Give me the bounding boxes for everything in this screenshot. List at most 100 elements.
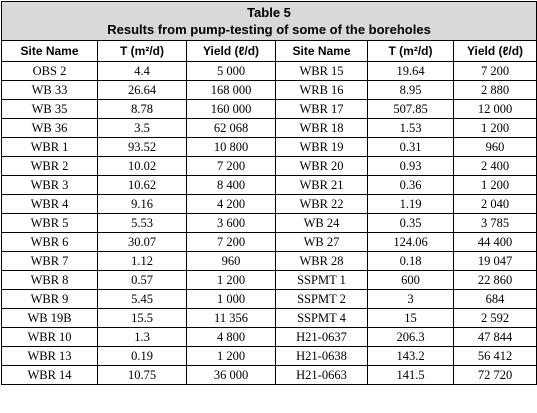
cell-site-name: SSPMT 1	[275, 270, 368, 290]
cell-t: 15.5	[97, 308, 187, 328]
cell-yield: 4 800	[186, 327, 276, 347]
cell-t: 0.93	[367, 156, 454, 176]
cell-site-name: WRB 16	[275, 80, 368, 100]
cell-t: 0.31	[367, 137, 454, 157]
cell-t: 143.2	[367, 346, 454, 366]
cell-yield: 44 400	[452, 232, 537, 252]
cell-site-name: WBR 14	[1, 365, 98, 385]
cell-site-name: WBR 22	[275, 194, 368, 214]
cell-t: 1.3	[97, 327, 187, 347]
cell-yield: 1 000	[186, 289, 276, 309]
cell-site-name: WBR 2	[1, 156, 98, 176]
cell-t: 8.95	[367, 80, 454, 100]
table-row: OBS 2 4.4 5 000 WBR 15 19.64 7 200	[1, 61, 537, 81]
cell-site-name: WB 24	[275, 213, 368, 233]
cell-site-name: WBR 21	[275, 175, 368, 195]
cell-site-name: WBR 17	[275, 99, 368, 119]
cell-site-name: H21-0663	[275, 365, 368, 385]
cell-yield: 5 000	[186, 61, 276, 81]
table-row: WBR 8 0.57 1 200 SSPMT 1 600 22 860	[1, 270, 537, 290]
cell-t: 26.64	[97, 80, 187, 100]
cell-yield: 3 785	[452, 213, 537, 233]
table-row: WBR 10 1.3 4 800 H21-0637 206.3 47 844	[1, 327, 537, 347]
cell-site-name: WB 19B	[1, 308, 98, 328]
cell-yield: 3 600	[186, 213, 276, 233]
cell-t: 8.78	[97, 99, 187, 119]
table-subtitle: Results from pump-testing of some of the…	[107, 22, 431, 37]
cell-yield: 4 200	[186, 194, 276, 214]
document: Table 5 Results from pump-testing of som…	[0, 1, 537, 385]
cell-site-name: WB 27	[275, 232, 368, 252]
table-header-row: Site Name T (m²/d) Yield (ℓ/d) Site Name…	[1, 40, 537, 62]
cell-yield: 1 200	[452, 118, 537, 138]
cell-t: 1.12	[97, 251, 187, 271]
cell-site-name: WB 36	[1, 118, 98, 138]
cell-yield: 2 880	[452, 80, 537, 100]
table-row: WBR 13 0.19 1 200 H21-0638 143.2 56 412	[1, 346, 537, 366]
cell-t: 5.53	[97, 213, 187, 233]
cell-yield: 1 200	[186, 270, 276, 290]
cell-site-name: WB 35	[1, 99, 98, 119]
cell-site-name: SSPMT 2	[275, 289, 368, 309]
cell-t: 507.85	[367, 99, 454, 119]
cell-t: 5.45	[97, 289, 187, 309]
cell-site-name: WBR 10	[1, 327, 98, 347]
cell-yield: 56 412	[452, 346, 537, 366]
cell-yield: 22 860	[452, 270, 537, 290]
cell-t: 1.53	[367, 118, 454, 138]
cell-site-name: H21-0637	[275, 327, 368, 347]
cell-yield: 11 356	[186, 308, 276, 328]
cell-site-name: WBR 5	[1, 213, 98, 233]
cell-yield: 72 720	[452, 365, 537, 385]
cell-yield: 36 000	[186, 365, 276, 385]
cell-site-name: H21-0638	[275, 346, 368, 366]
cell-site-name: WBR 7	[1, 251, 98, 271]
cell-t: 0.57	[97, 270, 187, 290]
cell-yield: 62 068	[186, 118, 276, 138]
cell-yield: 960	[186, 251, 276, 271]
table-row: WBR 3 10.62 8 400 WBR 21 0.36 1 200	[1, 175, 537, 195]
cell-yield: 160 000	[186, 99, 276, 119]
table-row: WBR 7 1.12 960 WBR 28 0.18 19 047	[1, 251, 537, 271]
table-row: WBR 1 93.52 10 800 WBR 19 0.31 960	[1, 137, 537, 157]
cell-site-name: WBR 4	[1, 194, 98, 214]
cell-yield: 19 047	[452, 251, 537, 271]
cell-yield: 7 200	[186, 232, 276, 252]
cell-t: 15	[367, 308, 454, 328]
cell-site-name: WBR 18	[275, 118, 368, 138]
cell-site-name: WBR 20	[275, 156, 368, 176]
table-row: WB 35 8.78 160 000 WBR 17 507.85 12 000	[1, 99, 537, 119]
cell-t: 3.5	[97, 118, 187, 138]
table-row: WBR 6 30.07 7 200 WB 27 124.06 44 400	[1, 232, 537, 252]
cell-yield: 47 844	[452, 327, 537, 347]
table-row: WBR 5 5.53 3 600 WB 24 0.35 3 785	[1, 213, 537, 233]
header-site-name-2: Site Name	[275, 40, 368, 62]
header-site-name-1: Site Name	[1, 40, 98, 62]
cell-t: 0.19	[97, 346, 187, 366]
header-t-2: T (m²/d)	[367, 40, 454, 62]
cell-t: 10.75	[97, 365, 187, 385]
cell-yield: 12 000	[452, 99, 537, 119]
cell-yield: 10 800	[186, 137, 276, 157]
cell-site-name: WB 33	[1, 80, 98, 100]
cell-yield: 1 200	[186, 346, 276, 366]
cell-site-name: WBR 8	[1, 270, 98, 290]
cell-site-name: WBR 13	[1, 346, 98, 366]
cell-site-name: WBR 9	[1, 289, 98, 309]
table-title-row: Table 5 Results from pump-testing of som…	[0, 1, 537, 41]
table-row: WBR 4 9.16 4 200 WBR 22 1.19 2 040	[1, 194, 537, 214]
table-row: WB 36 3.5 62 068 WBR 18 1.53 1 200	[1, 118, 537, 138]
cell-site-name: WBR 6	[1, 232, 98, 252]
table-row: WBR 14 10.75 36 000 H21-0663 141.5 72 720	[1, 365, 537, 385]
cell-t: 4.4	[97, 61, 187, 81]
cell-yield: 2 592	[452, 308, 537, 328]
cell-t: 93.52	[97, 137, 187, 157]
cell-t: 0.36	[367, 175, 454, 195]
table-body: OBS 2 4.4 5 000 WBR 15 19.64 7 200 WB 33 26.64 1…	[1, 61, 537, 385]
table-row: WBR 9 5.45 1 000 SSPMT 2 3 684	[1, 289, 537, 309]
cell-t: 30.07	[97, 232, 187, 252]
cell-yield: 1 200	[452, 175, 537, 195]
cell-site-name: WBR 28	[275, 251, 368, 271]
cell-yield: 7 200	[186, 156, 276, 176]
table-caption: Table 5 Results from pump-testing of som…	[0, 1, 537, 41]
